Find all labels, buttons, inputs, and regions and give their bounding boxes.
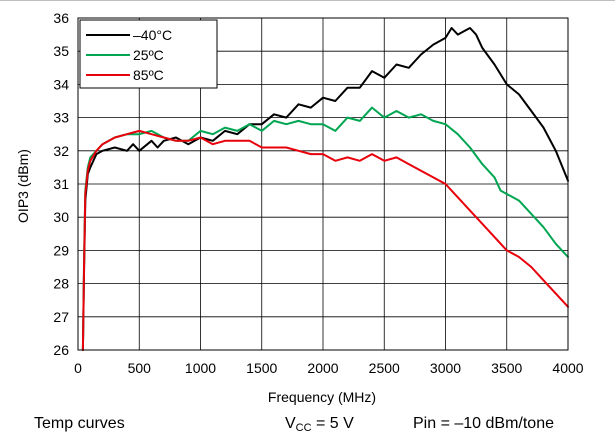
y-tick-label: 31 [53,176,69,192]
x-tick-label: 3000 [430,360,461,376]
y-tick-label: 33 [53,110,69,126]
series-group [81,27,569,351]
plot-frame [77,17,569,351]
x-tick-label: 1500 [246,360,277,376]
x-tick-label: 500 [128,360,152,376]
legend: –40°C 25ºC 85ºC [79,19,218,89]
series-line-2 [81,129,569,351]
y-tick-label: 34 [53,76,69,92]
x-tick-label: 0 [74,360,82,376]
y-tick-label: 36 [53,10,69,26]
x-axis-label: Frequency (MHz) [268,389,376,405]
y-axis-label: OIP3 (dBm) [15,149,31,223]
legend-label-0: –40°C [133,27,172,43]
tick-labels: 0 500 1000 1500 2000 2500 3000 3500 4000 26 27 28 29… [53,10,583,376]
footer-temp-curves: Temp curves [34,415,125,432]
x-tick-label: 4000 [552,360,583,376]
x-tick-label: 2500 [369,360,400,376]
legend-label-2: 85ºC [133,67,164,83]
top-rule [0,0,615,1]
y-tick-label: 29 [53,242,69,258]
y-tick-label: 26 [53,342,69,358]
x-tick-label: 3500 [491,360,522,376]
vcc-prefix: V [285,415,296,432]
y-tick-label: 32 [53,143,69,159]
vcc-subscript: CC [295,422,312,434]
y-tick-label: 27 [53,309,69,325]
vcc-value: = 5 V [311,415,354,432]
x-tick-label: 1000 [185,360,216,376]
legend-label-1: 25ºC [133,47,164,63]
series-line-0 [81,27,569,351]
y-tick-label: 28 [53,276,69,292]
y-tick-label: 30 [53,209,69,225]
x-tick-label: 2000 [307,360,338,376]
y-tick-label: 35 [53,43,69,59]
footer-pin: Pin = –10 dBm/tone [413,415,554,432]
footer-vcc: VCC = 5 V [285,415,354,434]
